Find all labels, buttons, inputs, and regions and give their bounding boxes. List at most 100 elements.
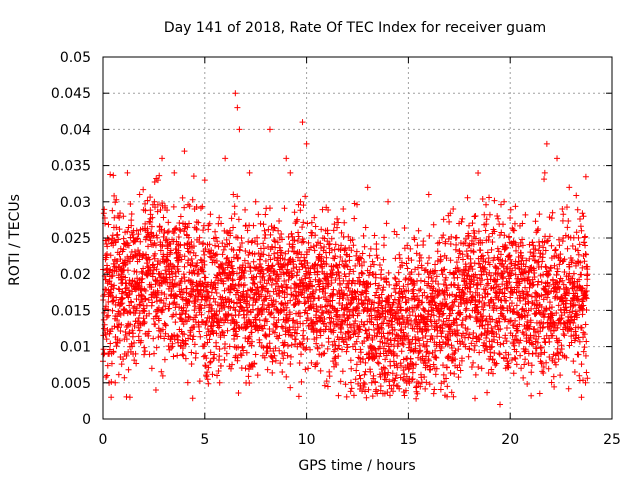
data-point <box>469 266 476 273</box>
data-point <box>181 148 188 155</box>
data-point <box>532 218 539 225</box>
data-point <box>144 256 151 263</box>
data-point <box>353 248 360 255</box>
data-point <box>281 307 288 314</box>
data-point <box>434 240 441 247</box>
data-point <box>362 388 369 395</box>
data-point <box>584 271 591 278</box>
data-point <box>307 304 314 311</box>
data-point <box>105 299 112 306</box>
data-point <box>169 276 176 283</box>
data-point <box>302 275 309 282</box>
data-point <box>279 236 286 243</box>
data-point <box>437 305 444 312</box>
data-point <box>220 266 227 273</box>
data-point <box>481 339 488 346</box>
data-point <box>358 255 365 262</box>
data-point <box>398 362 405 369</box>
data-point <box>409 376 416 383</box>
data-point <box>333 321 340 328</box>
data-point <box>432 261 439 268</box>
data-point <box>246 380 253 387</box>
data-point <box>433 354 440 361</box>
data-point <box>366 332 373 339</box>
data-point <box>475 299 482 306</box>
data-point <box>347 379 354 386</box>
data-point <box>347 300 354 307</box>
data-point <box>116 214 123 221</box>
data-point <box>469 220 476 227</box>
data-point <box>470 249 477 256</box>
data-point <box>351 215 358 222</box>
data-point <box>540 296 547 303</box>
data-point <box>419 299 426 306</box>
data-point <box>164 207 171 214</box>
data-point <box>393 372 400 379</box>
data-point <box>523 257 530 264</box>
data-point <box>394 364 401 371</box>
data-point <box>137 302 144 309</box>
data-point <box>121 241 128 248</box>
data-point <box>339 334 346 341</box>
data-point <box>213 330 220 337</box>
data-point <box>531 273 538 280</box>
data-point <box>543 140 550 147</box>
data-point <box>190 173 197 180</box>
data-point <box>479 294 486 301</box>
data-point <box>295 300 302 307</box>
data-point <box>148 233 155 240</box>
data-point <box>192 319 199 326</box>
data-point <box>154 261 161 268</box>
data-point <box>552 361 559 368</box>
data-point <box>131 357 138 364</box>
data-point <box>428 322 435 329</box>
data-point <box>269 277 276 284</box>
data-point <box>338 287 345 294</box>
data-point <box>374 359 381 366</box>
data-point <box>454 274 461 281</box>
data-point <box>233 300 240 307</box>
data-point <box>376 329 383 336</box>
data-point <box>141 308 148 315</box>
data-point <box>431 386 438 393</box>
data-point <box>556 278 563 285</box>
data-point <box>126 302 133 309</box>
data-point <box>441 266 448 273</box>
data-point <box>181 278 188 285</box>
data-point <box>584 282 591 289</box>
data-point <box>363 394 370 401</box>
data-point <box>343 262 350 269</box>
data-points <box>99 90 591 408</box>
data-point <box>485 233 492 240</box>
data-point <box>393 361 400 368</box>
data-point <box>475 169 482 176</box>
data-point <box>271 329 278 336</box>
data-point <box>180 352 187 359</box>
data-point <box>211 351 218 358</box>
data-point <box>219 329 226 336</box>
data-point <box>422 332 429 339</box>
data-point <box>304 310 311 317</box>
data-point <box>490 299 497 306</box>
data-point <box>260 251 267 258</box>
data-point <box>556 337 563 344</box>
data-point <box>275 290 282 297</box>
data-point <box>326 240 333 247</box>
data-point <box>297 341 304 348</box>
data-point <box>380 256 387 263</box>
data-point <box>347 266 354 273</box>
data-point <box>320 310 327 317</box>
data-point <box>361 321 368 328</box>
data-point <box>479 252 486 259</box>
data-point <box>159 326 166 333</box>
data-point <box>563 354 570 361</box>
data-point <box>124 267 131 274</box>
data-point <box>412 312 419 319</box>
data-point <box>142 296 149 303</box>
data-point <box>120 246 127 253</box>
data-point <box>452 356 459 363</box>
data-point <box>401 225 408 232</box>
data-point <box>327 320 334 327</box>
data-point <box>371 327 378 334</box>
data-point <box>355 310 362 317</box>
